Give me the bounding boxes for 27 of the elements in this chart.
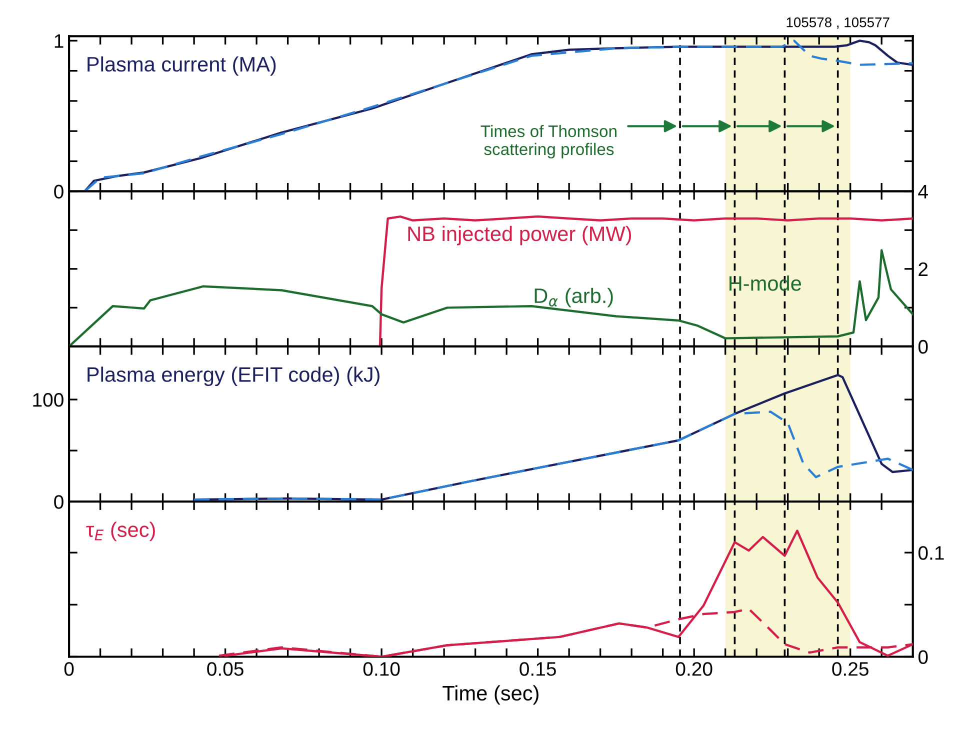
y2-tick-label: 0 bbox=[918, 650, 928, 664]
y2-tick-label: 0 bbox=[918, 340, 928, 354]
x-tick-label: 0 bbox=[64, 662, 74, 676]
y-tick-label: 1 bbox=[54, 34, 64, 48]
series-label: NB injected power (MW) bbox=[408, 226, 632, 246]
text: Plasma energy (EFIT code) (kJ) bbox=[88, 366, 380, 386]
x-tick-label: 0.10 bbox=[363, 662, 400, 676]
x-tick-label: 0.05 bbox=[207, 662, 244, 676]
y2-tick-label: 2 bbox=[918, 262, 928, 276]
line-series bbox=[192, 410, 913, 501]
y-tick-label: 100 bbox=[33, 393, 64, 407]
band-label: H-mode bbox=[730, 276, 802, 291]
x-axis-title: Time (sec) bbox=[442, 685, 538, 705]
y2-tick-label: 0.1 bbox=[918, 546, 944, 560]
y-tick-label: 0 bbox=[54, 184, 64, 199]
line-series bbox=[378, 215, 913, 346]
text: Plasma current (MA) bbox=[88, 56, 276, 76]
x-tick-label: 0.15 bbox=[520, 662, 556, 676]
annotation: Times of Thomson scattering profiles bbox=[480, 124, 616, 158]
line-series bbox=[84, 40, 913, 192]
text: τ$_{E}$ (sec) bbox=[86, 522, 155, 542]
x-tick-label: 0.20 bbox=[676, 662, 712, 676]
x-tick-label: 0.25 bbox=[832, 662, 868, 676]
y2-tick-label: 4 bbox=[918, 184, 928, 198]
y-tick-label: 0 bbox=[54, 495, 64, 509]
text: 105578 , 105577 bbox=[786, 17, 890, 29]
series-label: D$_{α}$ (arb.) bbox=[534, 288, 613, 308]
